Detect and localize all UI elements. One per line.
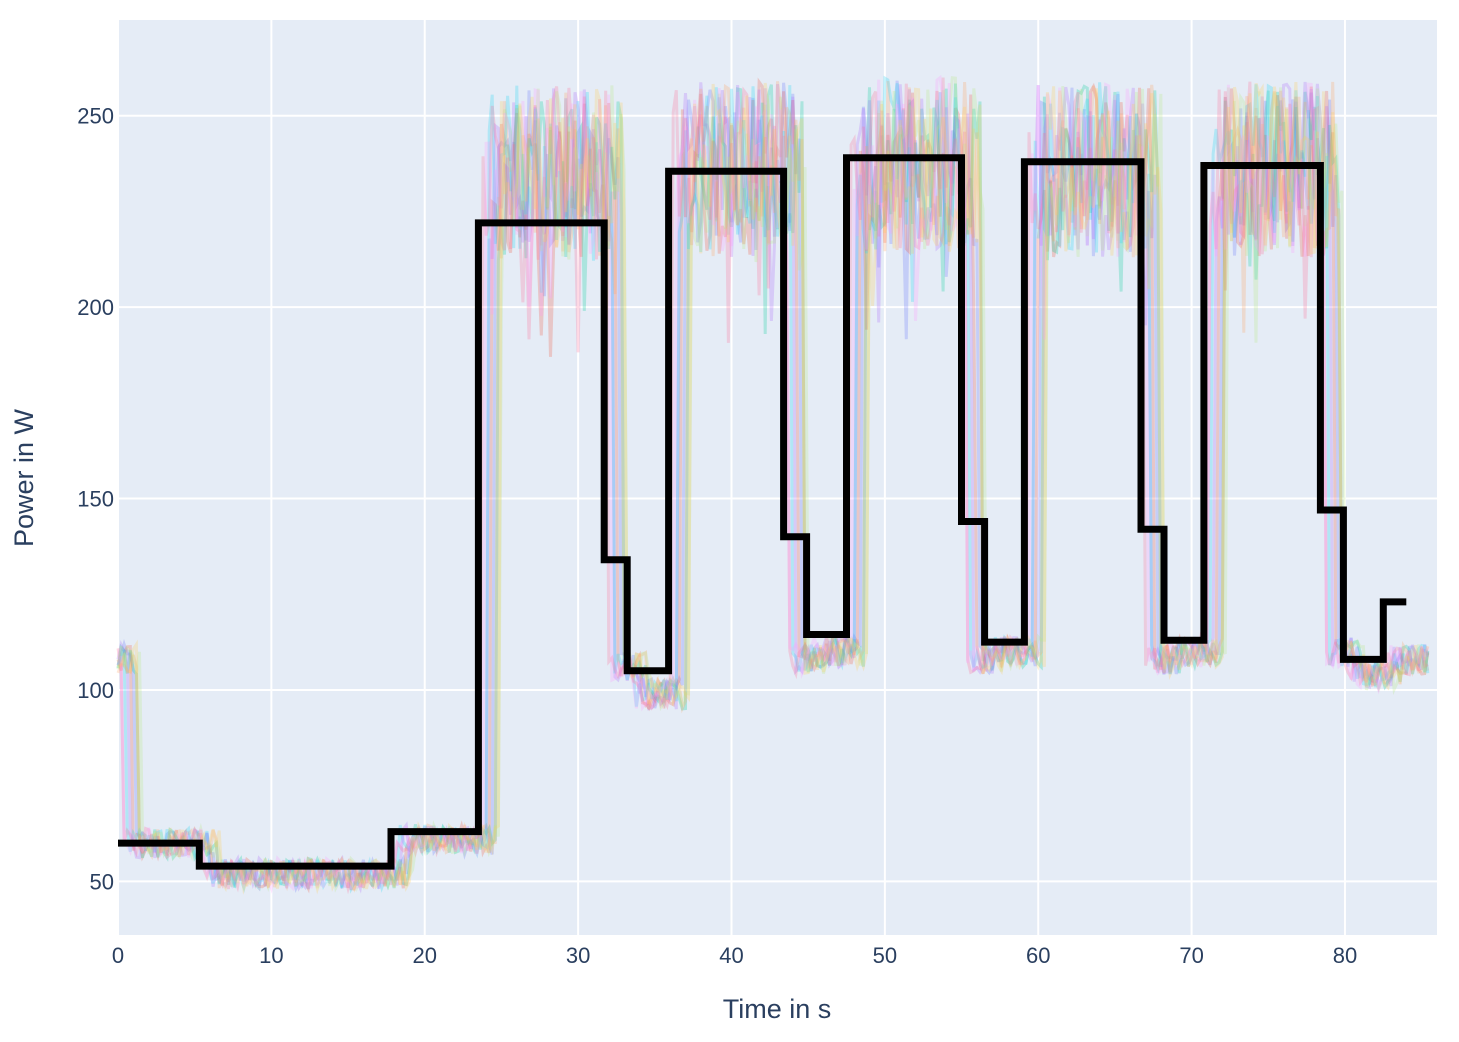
x-tick-label: 70 <box>1179 943 1203 968</box>
x-axis-ticks: 0 10 20 30 40 50 60 70 80 <box>112 943 1357 968</box>
x-tick-label: 20 <box>413 943 437 968</box>
y-tick-label: 200 <box>77 295 114 320</box>
y-axis-ticks: 50 100 150 200 250 <box>77 104 114 895</box>
x-tick-label: 10 <box>259 943 283 968</box>
y-tick-label: 100 <box>77 678 114 703</box>
background-trace <box>116 77 1430 894</box>
background-trace <box>116 77 1429 895</box>
background-trace <box>116 75 1430 894</box>
main-series-line <box>118 154 1407 870</box>
background-trace <box>116 81 1430 894</box>
y-axis-title: Power in W <box>9 408 39 547</box>
background-trace <box>116 74 1430 894</box>
x-tick-label: 0 <box>112 943 124 968</box>
y-tick-label: 50 <box>90 869 114 894</box>
x-tick-label: 50 <box>873 943 897 968</box>
x-tick-label: 80 <box>1333 943 1357 968</box>
x-tick-label: 30 <box>566 943 590 968</box>
y-tick-label: 250 <box>77 104 114 129</box>
background-trace <box>117 82 1430 895</box>
x-axis-title: Time in s <box>723 994 832 1024</box>
x-tick-label: 60 <box>1026 943 1050 968</box>
x-tick-label: 40 <box>719 943 743 968</box>
background-trace <box>116 80 1430 892</box>
background-trace <box>116 80 1430 894</box>
background-trace <box>116 83 1430 892</box>
y-tick-label: 150 <box>77 487 114 512</box>
background-trace <box>116 76 1430 893</box>
background-traces <box>116 74 1430 895</box>
